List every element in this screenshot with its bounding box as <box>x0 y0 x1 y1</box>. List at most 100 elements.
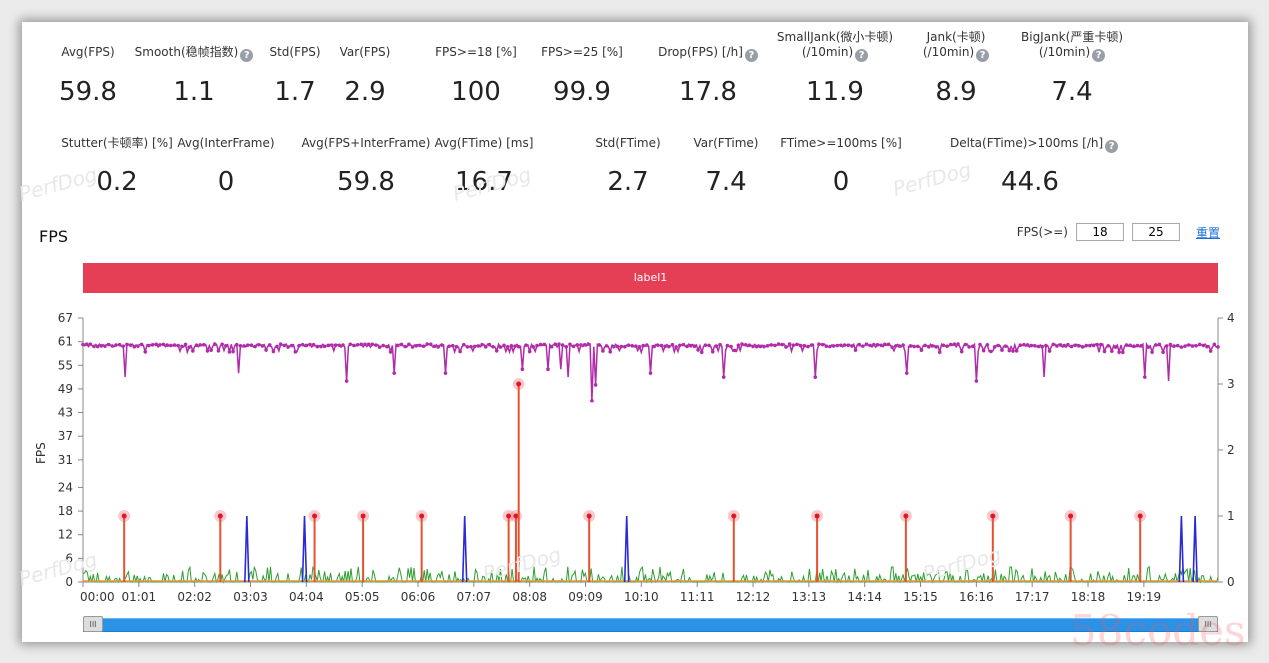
stat-label: Avg(FPS+InterFrame) <box>301 136 431 150</box>
fps-point <box>806 344 810 349</box>
stat-label: Avg(FPS) <box>61 45 115 59</box>
scrollbar-left-handle[interactable]: III <box>83 616 103 632</box>
fps-point <box>1058 343 1063 347</box>
y-tick-label: 61 <box>58 335 73 349</box>
bigjank-marker <box>1137 513 1143 519</box>
x-tick-label: 08:08 <box>512 590 547 604</box>
fps-point <box>1055 344 1059 348</box>
x-tick-label: 01:01 <box>122 590 157 604</box>
fps-point <box>308 342 312 347</box>
fps-point <box>103 344 107 348</box>
fps-point <box>498 345 503 349</box>
help-icon[interactable]: ? <box>1105 140 1119 153</box>
help-icon[interactable]: ? <box>744 49 758 62</box>
fps-point <box>161 342 166 347</box>
fps-point <box>458 349 462 354</box>
threshold-18-input[interactable] <box>1075 223 1124 241</box>
bigjank-marker <box>731 513 737 519</box>
bigjank-marker <box>506 513 512 519</box>
fps-point <box>472 344 477 349</box>
fps-point <box>447 344 451 349</box>
bigjank-marker <box>1068 513 1074 519</box>
time-range-scrollbar[interactable]: III III <box>83 616 1218 632</box>
stat-value: 8.9 <box>935 77 977 107</box>
help-icon[interactable]: ? <box>1092 49 1106 62</box>
fps-point <box>791 343 796 347</box>
help-icon[interactable]: ? <box>240 49 254 62</box>
fps-point <box>403 344 407 349</box>
threshold-25-input[interactable] <box>1131 223 1180 241</box>
fps-point <box>568 342 572 347</box>
fps-point <box>183 342 188 347</box>
fps-point <box>399 342 404 347</box>
stat-label: FPS>=25 [%] <box>541 45 623 59</box>
help-icon[interactable]: ? <box>976 49 990 62</box>
fps-point <box>765 344 770 348</box>
fps-point <box>260 344 265 348</box>
fps-point <box>1146 345 1151 349</box>
fps-point <box>656 343 660 347</box>
fps-point <box>267 343 272 347</box>
x-tick-label: 07:07 <box>457 590 492 604</box>
stat-stats_row2-0: Stutter(卡顿率) [%] 0.2 <box>37 136 197 206</box>
stat-value: 59.8 <box>59 77 117 107</box>
fps-point <box>703 343 708 347</box>
stat-stats_row2-1: Avg(InterFrame) 0 <box>146 136 306 206</box>
fps-point <box>1069 344 1074 349</box>
fps-point <box>901 343 905 347</box>
fps-point <box>985 342 990 347</box>
fps-point <box>180 344 184 349</box>
stat-value: 1.7 <box>274 77 316 107</box>
fps-point <box>553 342 558 346</box>
scrollbar-track[interactable] <box>83 618 1218 632</box>
fps-point <box>209 348 213 352</box>
fps-point <box>326 343 331 348</box>
fps-point <box>872 342 876 347</box>
y-tick-label: 0 <box>65 575 73 589</box>
fps-point <box>1014 349 1019 353</box>
fps-point <box>1018 343 1023 348</box>
fps-point <box>337 343 342 348</box>
bigjank-marker <box>217 513 223 519</box>
fps-point <box>754 344 759 349</box>
fps-point <box>194 343 199 347</box>
x-tick-label: 09:09 <box>568 590 603 604</box>
fps-point <box>1201 343 1206 348</box>
y-tick-label: 49 <box>58 382 73 396</box>
fps-point <box>729 344 733 349</box>
fps-point <box>165 343 170 347</box>
fps-point <box>934 345 938 349</box>
fps-point <box>311 342 316 347</box>
fps-point <box>941 343 946 348</box>
fps-point <box>1183 344 1187 348</box>
fps-point <box>978 342 982 347</box>
reset-link[interactable]: 重置 <box>1195 225 1220 240</box>
fps-point <box>469 344 473 349</box>
fps-point <box>828 344 832 349</box>
help-icon[interactable]: ? <box>855 49 869 62</box>
fps-point <box>465 345 470 349</box>
fps-point <box>747 343 752 348</box>
fps-point <box>370 342 375 347</box>
label-bar[interactable]: label1 <box>83 263 1218 293</box>
fps-point <box>1175 343 1180 348</box>
fps-point <box>604 344 609 348</box>
fps-point <box>835 343 840 348</box>
stat-stats_row1-4: FPS>=18 [%] 100 <box>396 45 556 115</box>
fps-point <box>1073 343 1078 348</box>
fps-point <box>278 342 283 347</box>
fps-point <box>535 343 539 348</box>
fps-point <box>1003 344 1008 348</box>
x-tick-label: 03:03 <box>233 590 268 604</box>
bigjank-marker <box>990 513 996 519</box>
stat-stats_row2-2: Avg(FPS+InterFrame) 59.8 <box>286 136 446 206</box>
fps-point <box>245 343 250 347</box>
fps-point <box>1062 343 1067 348</box>
scrollbar-right-handle[interactable]: III <box>1198 616 1218 632</box>
fps-point <box>300 342 305 347</box>
bigjank-marker <box>586 513 592 519</box>
fps-point <box>784 345 788 349</box>
fps-point <box>377 345 382 349</box>
fps-point <box>1033 343 1037 348</box>
fps-point <box>714 344 719 348</box>
